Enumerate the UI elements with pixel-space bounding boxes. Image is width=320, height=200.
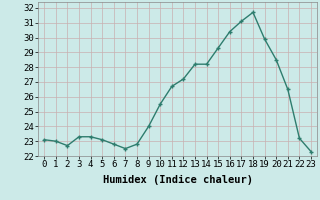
X-axis label: Humidex (Indice chaleur): Humidex (Indice chaleur)	[103, 175, 252, 185]
